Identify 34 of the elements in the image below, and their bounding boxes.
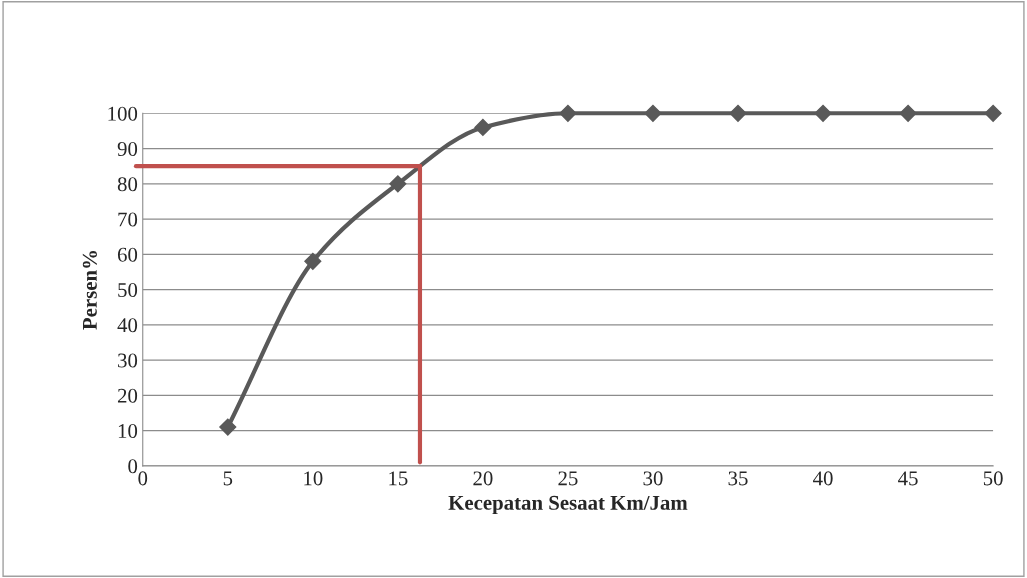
y-tick-label: 0 <box>128 459 138 474</box>
point <box>474 118 492 136</box>
y-axis-title: Persen% <box>82 251 97 330</box>
y-tick-label: 30 <box>118 353 138 368</box>
point <box>304 252 322 270</box>
x-tick-label: 20 <box>473 471 493 486</box>
y-tick-label: 100 <box>108 106 138 121</box>
y-tick-label: 40 <box>117 318 138 333</box>
y-tick-label: 10 <box>118 423 138 439</box>
y-tick-label: 60 <box>117 247 138 262</box>
x-tick-label: 50 <box>983 471 1003 486</box>
point <box>984 104 1002 122</box>
y-tick-label: 80 <box>117 177 138 192</box>
y-tick-label: 90 <box>117 141 138 156</box>
x-tick-label: 0 <box>138 471 148 486</box>
x-axis-title: Kecepatan Sesaat Km/Jam <box>448 495 688 515</box>
x-tick-label: 30 <box>643 471 663 486</box>
x-tick-label: 25 <box>558 471 578 486</box>
x-tick-label: 40 <box>813 471 833 486</box>
x-tick-label: 5 <box>223 471 233 486</box>
point <box>559 104 577 122</box>
point <box>644 104 662 122</box>
x-tick-label: 35 <box>728 471 748 486</box>
x-tick-label: 15 <box>389 471 408 486</box>
x-tick-label: 45 <box>898 471 918 486</box>
x-tick-label: 10 <box>304 471 323 486</box>
point <box>899 104 917 122</box>
point <box>729 104 747 122</box>
point <box>814 104 832 122</box>
y-tick-label: 70 <box>118 212 138 227</box>
y-tick-label: 50 <box>118 282 138 298</box>
point <box>219 418 237 436</box>
point <box>389 175 407 193</box>
y-tick-label: 20 <box>117 388 138 403</box>
